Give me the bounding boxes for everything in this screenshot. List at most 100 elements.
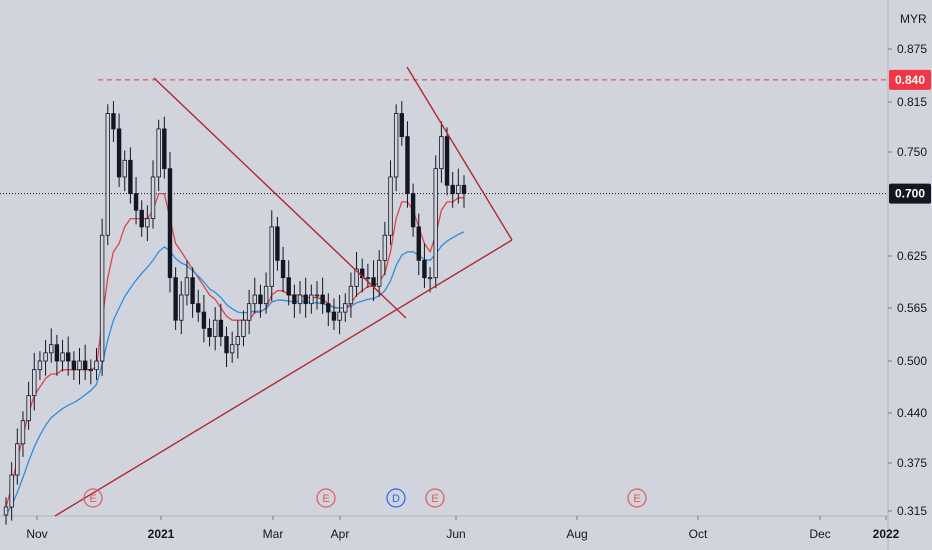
candle-body [173, 277, 178, 321]
candle-body [184, 277, 190, 296]
earnings-marker[interactable] [425, 488, 445, 508]
earnings-marker[interactable] [627, 488, 647, 508]
x-tick-label: Nov [26, 527, 47, 541]
candle-body [354, 268, 359, 287]
candle-body [196, 303, 201, 313]
y-tick-label: 0.440 [897, 406, 927, 420]
earnings-marker[interactable] [316, 488, 336, 508]
candle-body [422, 259, 427, 279]
candle-body [427, 277, 433, 280]
candle-body [309, 294, 314, 305]
dividend-marker[interactable] [386, 488, 406, 508]
candle-body [258, 294, 263, 305]
candle-body [382, 234, 388, 261]
candle-body [444, 136, 450, 186]
candle-body [450, 184, 455, 194]
candle-body [116, 128, 122, 178]
x-tick-label: 2022 [873, 527, 900, 541]
candle-body [331, 311, 337, 321]
candle-body [393, 113, 399, 178]
candle-body [320, 294, 325, 305]
candle-body [388, 176, 393, 236]
candle-body [32, 369, 37, 397]
candle-body [280, 259, 286, 279]
candle-body [410, 193, 416, 228]
candle-body [150, 176, 156, 219]
candle-body [111, 113, 116, 130]
candle-body [303, 294, 308, 305]
x-tick-label: 2021 [148, 527, 175, 541]
x-tick-label: Dec [809, 527, 830, 541]
x-tick-label: Mar [263, 527, 284, 541]
y-tick-label: 0.875 [897, 42, 927, 56]
earnings-marker[interactable] [83, 488, 103, 508]
candle-body [461, 184, 467, 194]
downtrend-line-2[interactable] [406, 66, 513, 241]
y-tick-label: 0.565 [897, 301, 927, 315]
candle-body [439, 136, 444, 170]
candle-body [167, 168, 173, 279]
x-tick-label: Aug [566, 527, 587, 541]
candle-body [128, 159, 133, 195]
candle-body [292, 294, 297, 305]
currency-label: MYR [900, 12, 927, 26]
downtrend-line-1[interactable] [153, 77, 407, 319]
candle-body [405, 136, 410, 195]
candle-body [275, 226, 280, 261]
price-badge [889, 183, 931, 204]
candle-body [241, 319, 246, 337]
y-tick-label: 0.500 [897, 354, 927, 368]
y-tick-label: 0.625 [897, 249, 927, 263]
moving-average-fast [5, 192, 464, 508]
candle-body [337, 311, 342, 321]
candle-body [82, 360, 88, 371]
event-marker-letter: E [89, 493, 96, 505]
candle-body [399, 113, 405, 138]
candle-body [77, 360, 82, 371]
x-tick-label: Oct [689, 527, 708, 541]
event-marker-letter: D [392, 493, 400, 505]
candle-body [26, 395, 31, 422]
candle-body [343, 303, 348, 313]
y-tick-label: 0.750 [897, 145, 927, 159]
candle-body [179, 294, 184, 321]
candle-body [269, 226, 274, 287]
uptrend-line[interactable] [54, 239, 513, 517]
candle-body [365, 277, 371, 280]
price-badge-label: 0.700 [895, 187, 925, 201]
candle-body [71, 360, 77, 371]
y-tick-label: 0.315 [897, 504, 927, 518]
candle-body [433, 168, 438, 279]
candle-body [326, 303, 331, 313]
moving-average-slow [5, 231, 465, 516]
x-tick-label: Apr [331, 527, 350, 541]
price-badge-label: 0.840 [895, 73, 925, 87]
candle-body [88, 369, 94, 372]
candle-body [139, 209, 144, 228]
candle-body [60, 352, 65, 362]
candle-body [252, 294, 257, 305]
candle-body [416, 226, 421, 261]
candle-body [263, 285, 269, 305]
candle-body [156, 128, 161, 178]
candle-body [15, 443, 20, 476]
candle-body [162, 128, 167, 170]
candle-body [201, 311, 207, 329]
candle-body [207, 327, 212, 337]
event-marker-letter: E [322, 493, 329, 505]
candle-body [246, 303, 252, 321]
candle-body [43, 352, 48, 362]
candle-body [105, 113, 110, 236]
y-tick-label: 0.815 [897, 95, 927, 109]
candle-body [49, 344, 54, 354]
candle-body [94, 360, 99, 371]
candle-body [297, 294, 303, 305]
candle-body [348, 285, 354, 305]
candle-body [9, 474, 14, 508]
price-badge [889, 69, 931, 90]
candle-body [99, 234, 105, 362]
event-marker-letter: E [431, 493, 438, 505]
